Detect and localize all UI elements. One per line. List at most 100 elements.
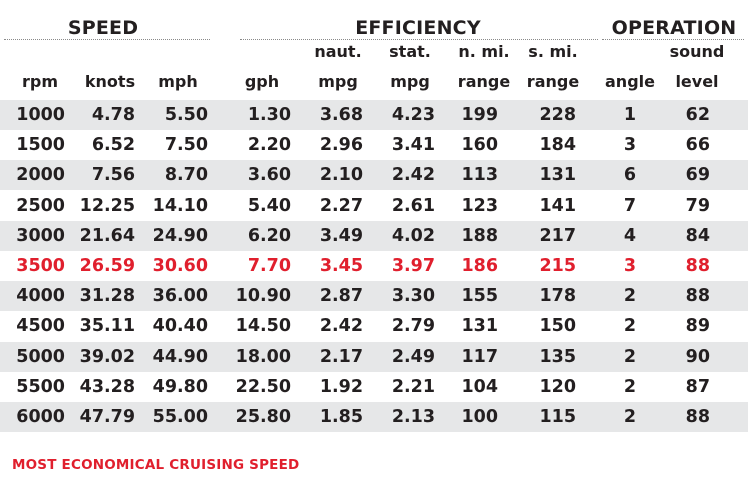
cell-stat-mpg: 2.13: [391, 407, 435, 427]
cell-rpm: 5000: [16, 346, 65, 367]
cell-rpm: 4000: [16, 286, 65, 307]
table-row: 5000 39.02 44.90 18.00 2.17 2.49 117 135 2 90: [0, 341, 748, 372]
cell-stat-mpg: 4.23: [391, 105, 435, 125]
col-head-stat-mpg: mpg: [390, 72, 430, 91]
cell-mph: 55.00: [152, 407, 208, 427]
col-head-smi-range: range: [526, 72, 580, 91]
cell-smi-range: 131: [539, 165, 576, 186]
col-head-top-naut-mpg: naut.: [314, 42, 362, 61]
cell-angle: 2: [623, 407, 636, 427]
cell-mph: 5.50: [164, 105, 208, 125]
cell-rpm: 3000: [16, 225, 65, 246]
cell-sound-level: 69: [685, 165, 710, 186]
cell-sound-level: 62: [685, 105, 710, 125]
col-head-top-sound-level: sound: [669, 42, 725, 61]
group-title-speed: SPEED: [67, 17, 139, 39]
cell-angle: 1: [623, 105, 636, 125]
cell-knots: 43.28: [79, 376, 135, 397]
cell-angle: 6: [623, 165, 636, 186]
cell-rpm: 3500: [16, 256, 65, 276]
cell-stat-mpg: 4.02: [391, 225, 435, 246]
table-row: 5500 43.28 49.80 22.50 1.92 2.21 104 120 2 87: [0, 372, 748, 402]
cell-nmi-range: 100: [461, 407, 498, 427]
cell-gph: 22.50: [235, 376, 291, 397]
cell-gph: 18.00: [235, 346, 291, 367]
cell-rpm: 5500: [16, 376, 65, 397]
cell-naut-mpg: 2.27: [319, 195, 363, 216]
table-row: 1500 6.52 7.50 2.20 2.96 3.41 160 184 3 66: [0, 130, 748, 160]
cell-knots: 7.56: [91, 165, 135, 186]
table-row: 3000 21.64 24.90 6.20 3.49 4.02 188 217 4 84: [0, 220, 748, 251]
cell-naut-mpg: 2.17: [319, 346, 363, 367]
col-head-rpm: rpm: [21, 72, 58, 91]
group-rule-efficiency: [240, 39, 598, 40]
cell-sound-level: 90: [685, 346, 710, 367]
cell-mph: 8.70: [164, 165, 208, 186]
cell-angle: 3: [623, 256, 636, 276]
cell-smi-range: 217: [539, 225, 576, 246]
group-title-operation: OPERATION: [611, 17, 737, 39]
cell-gph: 25.80: [235, 407, 291, 427]
cell-naut-mpg: 1.92: [319, 376, 363, 397]
col-head-top-nmi-range: n. mi.: [458, 42, 510, 61]
cell-sound-level: 88: [685, 256, 710, 276]
group-title-efficiency: EFFICIENCY: [355, 17, 481, 39]
cell-stat-mpg: 3.30: [391, 286, 435, 307]
table-row: 4000 31.28 36.00 10.90 2.87 3.30 155 178 2 88: [0, 281, 748, 312]
cell-sound-level: 84: [685, 225, 710, 246]
cell-mph: 40.40: [152, 316, 208, 337]
cell-angle: 2: [623, 316, 636, 337]
cell-smi-range: 115: [539, 407, 576, 427]
cell-mph: 44.90: [152, 346, 208, 367]
cell-gph: 14.50: [235, 316, 291, 337]
cell-knots: 47.79: [79, 407, 135, 427]
cell-smi-range: 120: [539, 376, 576, 397]
cell-angle: 2: [623, 376, 636, 397]
cell-nmi-range: 186: [461, 256, 498, 276]
cell-rpm: 4500: [16, 316, 65, 337]
cell-nmi-range: 160: [461, 135, 498, 156]
cell-naut-mpg: 2.10: [319, 165, 363, 186]
cell-knots: 35.11: [79, 316, 135, 337]
cell-mph: 36.00: [152, 286, 208, 307]
cell-sound-level: 79: [685, 195, 710, 216]
cell-rpm: 2500: [16, 195, 65, 216]
cell-naut-mpg: 2.42: [319, 316, 363, 337]
cell-gph: 7.70: [247, 256, 291, 276]
cell-smi-range: 141: [539, 195, 576, 216]
cell-smi-range: 228: [539, 105, 576, 125]
cell-sound-level: 87: [685, 376, 710, 397]
footnote: MOST ECONOMICAL CRUISING SPEED: [12, 457, 300, 473]
cell-nmi-range: 188: [461, 225, 498, 246]
cell-naut-mpg: 3.68: [319, 105, 363, 125]
cell-naut-mpg: 3.49: [319, 225, 363, 246]
table-row: 1000 4.78 5.50 1.30 3.68 4.23 199 228 1 62: [0, 100, 748, 130]
col-head-mph: mph: [158, 72, 198, 91]
cell-stat-mpg: 2.42: [391, 165, 435, 186]
cell-smi-range: 150: [539, 316, 576, 337]
cell-naut-mpg: 3.45: [319, 256, 363, 276]
cell-nmi-range: 155: [461, 286, 498, 307]
cell-gph: 3.60: [247, 165, 291, 186]
cell-stat-mpg: 2.49: [391, 346, 435, 367]
cell-nmi-range: 131: [461, 316, 498, 337]
cell-nmi-range: 104: [461, 376, 498, 397]
cell-stat-mpg: 2.61: [391, 195, 435, 216]
cell-naut-mpg: 2.87: [319, 286, 363, 307]
cell-rpm: 1000: [16, 105, 65, 125]
cell-knots: 6.52: [91, 135, 135, 156]
cell-angle: 7: [623, 195, 636, 216]
col-head-naut-mpg: mpg: [318, 72, 358, 91]
group-rule-operation: [602, 39, 744, 40]
col-head-top-smi-range: s. mi.: [528, 42, 578, 61]
col-head-knots: knots: [84, 72, 136, 91]
cell-stat-mpg: 2.21: [391, 376, 435, 397]
cell-gph: 6.20: [247, 225, 291, 246]
table-row: 2000 7.56 8.70 3.60 2.10 2.42 113 131 6 69: [0, 160, 748, 191]
cell-rpm: 2000: [16, 165, 65, 186]
cell-gph: 1.30: [247, 105, 291, 125]
cell-smi-range: 135: [539, 346, 576, 367]
cell-knots: 26.59: [79, 256, 135, 276]
cell-stat-mpg: 3.41: [391, 135, 435, 156]
cell-gph: 5.40: [247, 195, 291, 216]
